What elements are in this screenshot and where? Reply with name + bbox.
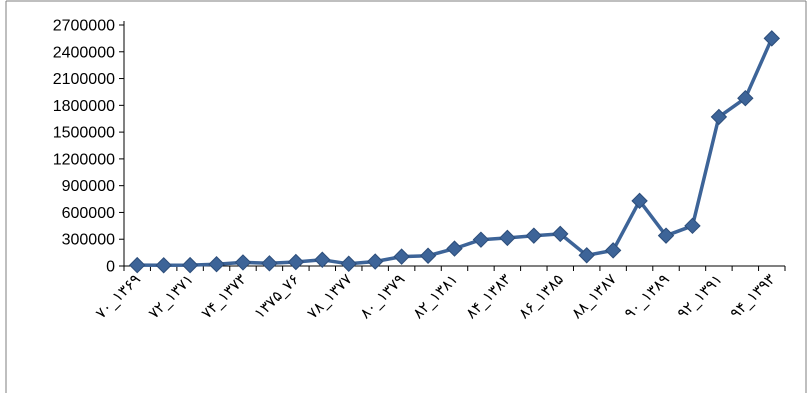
x-tick-label: ۸۰_۱۳۷۹	[356, 270, 409, 323]
data-point-marker	[208, 256, 225, 273]
data-point-marker	[261, 255, 278, 272]
x-tick-label: ۷۴_۱۳۷۳	[198, 270, 251, 323]
y-tick-label: 2100000	[53, 71, 115, 88]
y-tick-label: 1200000	[53, 151, 115, 168]
y-axis: 0 300000 600000 900000 1200000 1500000 1800000…	[53, 18, 125, 276]
data-point-marker	[552, 225, 569, 243]
data-point-marker	[446, 240, 463, 257]
x-tick-label: ۸۴_۱۳۸۳	[462, 270, 515, 323]
data-point-marker	[155, 257, 172, 274]
data-point-marker	[710, 108, 728, 126]
data-point-marker	[314, 251, 331, 268]
data-point-marker	[578, 247, 595, 264]
data-point-marker	[129, 256, 146, 274]
y-tick-label: 900000	[62, 178, 115, 195]
data-point-marker	[472, 231, 490, 248]
data-point-marker	[737, 89, 754, 107]
data-point-marker	[393, 248, 410, 265]
y-tick-label: 300000	[62, 232, 115, 249]
data-point-marker	[499, 229, 516, 247]
data-point-marker	[657, 227, 675, 244]
y-tick-label: 2400000	[53, 44, 115, 61]
y-tick-label: 0	[106, 259, 115, 276]
data-point-marker	[763, 30, 780, 47]
series-line	[137, 37, 774, 268]
data-point-marker	[419, 247, 437, 264]
data-point-marker	[366, 253, 384, 270]
x-tick-label: ۸۸_۱۳۸۷	[568, 270, 621, 323]
x-tick-label: ۷۸_۱۳۷۷	[303, 270, 356, 323]
y-tick-label: 1500000	[53, 125, 115, 142]
data-point-marker	[631, 192, 648, 210]
data-series	[129, 30, 780, 274]
x-tick-label: ۷۲_۱۳۷۱	[145, 270, 198, 323]
x-axis: ۷۰_۱۳۶۹ ۷۲_۱۳۷۱ ۷۴_۱۳۷۳ ۱۳۷۵_۷۶ ۷۸_۱۳۷۷ ۸۰_۱۳…	[92, 265, 786, 323]
data-point-marker	[181, 256, 199, 274]
x-tick-label: ۸۶_۱۳۸۵	[515, 270, 568, 323]
data-point-marker	[525, 227, 543, 244]
data-point-marker	[234, 254, 252, 271]
data-point-marker	[340, 255, 357, 272]
x-tick-label: ۱۳۷۵_۷۶	[250, 270, 303, 323]
x-tick-label: ۷۰_۱۳۶۹	[92, 270, 145, 323]
data-point-marker	[684, 217, 701, 235]
x-tick-label: ۹۲_۱۳۹۱	[674, 270, 727, 323]
x-tick-label: ۹۴_۱۳۹۳	[726, 270, 779, 323]
y-tick-label: 1800000	[53, 98, 115, 115]
x-tick-label: ۸۲_۱۳۸۱	[409, 270, 462, 323]
data-point-marker	[604, 242, 622, 259]
data-point-marker	[287, 253, 305, 271]
y-tick-label: 2700000	[53, 18, 115, 35]
x-tick-label: ۹۰_۱۳۸۹	[621, 270, 674, 323]
y-tick-label: 600000	[62, 205, 115, 222]
